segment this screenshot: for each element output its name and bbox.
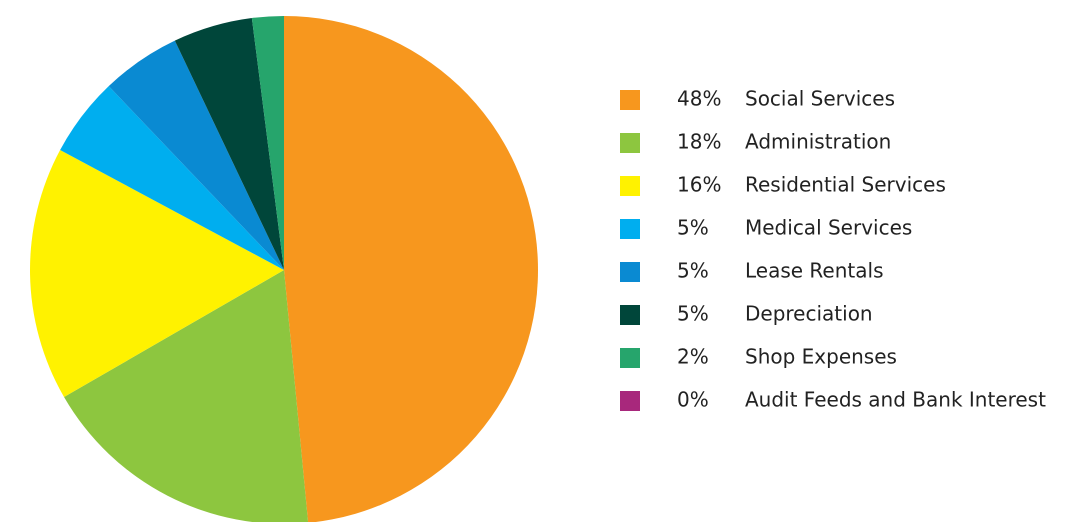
legend-swatch xyxy=(620,90,640,110)
pie-slice xyxy=(64,270,309,522)
legend-value: 5% xyxy=(677,259,709,283)
legend-value: 16% xyxy=(677,173,721,197)
legend-swatch xyxy=(620,391,640,411)
legend-label: Depreciation xyxy=(745,302,873,326)
pie-slice xyxy=(30,150,285,397)
pie-slice xyxy=(60,86,285,270)
legend-swatch xyxy=(620,219,640,239)
legend-swatch xyxy=(620,176,640,196)
legend-label: Medical Services xyxy=(745,216,912,240)
legend-label: Lease Rentals xyxy=(745,259,884,283)
legend-label: Audit Feeds and Bank Interest xyxy=(745,388,1046,412)
legend-label: Shop Expenses xyxy=(745,345,897,369)
legend-value: 48% xyxy=(677,87,721,111)
legend-label: Residential Services xyxy=(745,173,946,197)
legend-value: 5% xyxy=(677,216,709,240)
legend-swatch xyxy=(620,348,640,368)
pie-slice xyxy=(251,16,284,270)
legend-swatch xyxy=(620,305,640,325)
legend-swatch xyxy=(620,262,640,282)
pie-slice xyxy=(108,40,284,270)
legend-value: 0% xyxy=(677,388,709,412)
pie-slice xyxy=(284,16,538,522)
legend-label: Administration xyxy=(745,130,891,154)
legend-value: 18% xyxy=(677,130,721,154)
legend-label: Social Services xyxy=(745,87,895,111)
legend-value: 5% xyxy=(677,302,709,326)
legend-value: 2% xyxy=(677,345,709,369)
legend-swatch xyxy=(620,133,640,153)
pie-slice xyxy=(174,18,284,271)
